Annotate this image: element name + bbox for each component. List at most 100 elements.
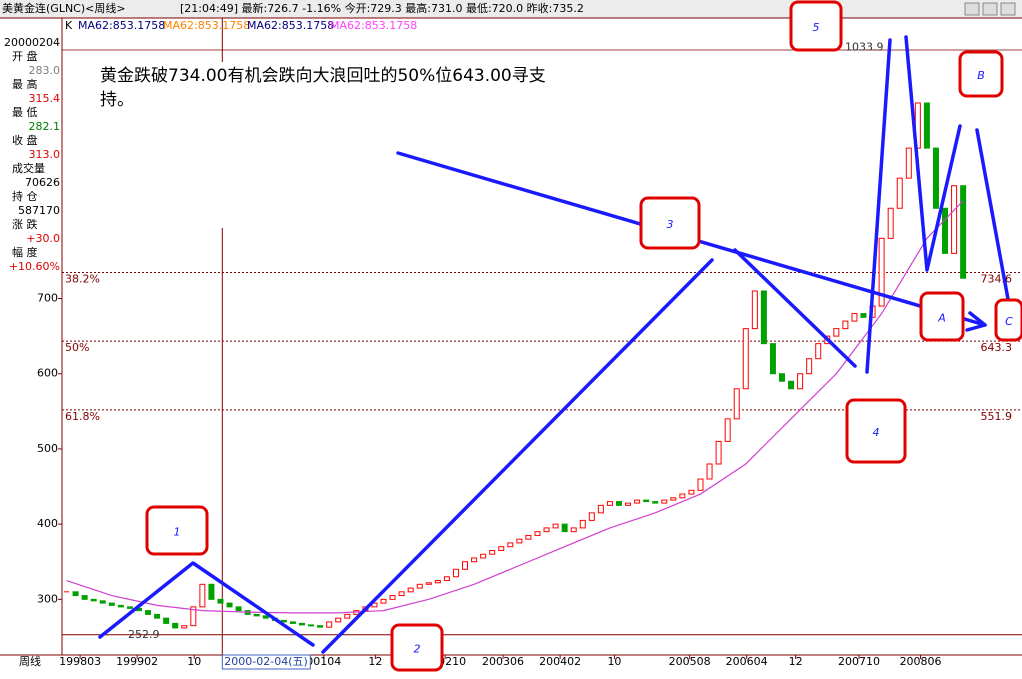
annotation-text: 黄金跌破734.00有机会跌向大浪回吐的50%位643.00寻支持。 bbox=[100, 66, 546, 110]
wave-label: 1 bbox=[174, 526, 181, 539]
x-tick-label: 12 bbox=[789, 655, 803, 668]
title-bar bbox=[0, 0, 1022, 18]
window-title: 美黄金连(GLNC)<周线> bbox=[2, 1, 126, 15]
wave-label: 5 bbox=[813, 21, 820, 34]
fib-label: 50% bbox=[65, 341, 89, 354]
candle bbox=[588, 512, 595, 521]
cursor-date: 2000-02-04(五) bbox=[224, 655, 308, 668]
ma-label: MA62:853.1758 bbox=[163, 19, 250, 32]
fib-value: 734.6 bbox=[981, 272, 1013, 285]
button[interactable] bbox=[982, 2, 998, 16]
x-tick-label: 200806 bbox=[900, 655, 942, 668]
candle bbox=[462, 561, 469, 570]
ma-label: MA62:853.1758 bbox=[78, 19, 165, 32]
candle bbox=[335, 617, 342, 623]
candle bbox=[905, 147, 912, 179]
wave-line bbox=[904, 35, 962, 272]
candle bbox=[452, 568, 459, 578]
candle bbox=[878, 237, 885, 307]
wave-label: 2 bbox=[414, 643, 421, 656]
info-label: 开 盘 bbox=[12, 49, 38, 63]
candle bbox=[507, 542, 514, 548]
candle bbox=[516, 538, 523, 544]
candle bbox=[960, 185, 967, 279]
button[interactable] bbox=[964, 2, 980, 16]
info-label: 最 高 bbox=[12, 77, 38, 91]
info-value: 283.0 bbox=[29, 64, 61, 77]
candle bbox=[280, 619, 287, 623]
candle bbox=[688, 489, 695, 495]
candle bbox=[842, 320, 849, 330]
button[interactable] bbox=[1000, 2, 1016, 16]
candle bbox=[208, 583, 215, 600]
info-label: 涨 跌 bbox=[12, 217, 38, 231]
candle bbox=[108, 602, 115, 606]
wave-box bbox=[789, 0, 843, 52]
candle bbox=[235, 606, 242, 612]
info-value: 70626 bbox=[25, 176, 60, 189]
candle bbox=[471, 557, 478, 563]
candle bbox=[253, 613, 260, 617]
candle bbox=[625, 502, 632, 506]
info-value: 313.0 bbox=[29, 148, 61, 161]
candle bbox=[226, 602, 233, 608]
candle bbox=[679, 493, 686, 499]
wave-box bbox=[639, 196, 701, 250]
candle bbox=[126, 606, 133, 609]
wave-box bbox=[958, 50, 1004, 98]
wave-box bbox=[845, 398, 907, 464]
candle bbox=[217, 598, 224, 604]
candle bbox=[615, 501, 622, 506]
cursor-date-box bbox=[221, 654, 311, 670]
candle bbox=[652, 501, 659, 504]
y-tick-label: 500 bbox=[37, 442, 58, 455]
candle bbox=[262, 615, 269, 619]
annotation: 黄金跌破734.00有机会跌向大浪回吐的50%位643.00寻支持。 bbox=[100, 66, 546, 110]
x-tick-label: 200710 bbox=[838, 655, 880, 668]
candle bbox=[896, 177, 903, 209]
info-label: 收 盘 bbox=[12, 133, 38, 147]
candle bbox=[317, 625, 324, 628]
wave-box bbox=[390, 623, 444, 672]
candle bbox=[525, 534, 532, 540]
candle bbox=[634, 499, 641, 504]
candle bbox=[788, 380, 795, 390]
x-axis-label: 周线 bbox=[19, 654, 41, 668]
wave-box bbox=[145, 505, 209, 556]
candle bbox=[190, 606, 197, 627]
x-tick-label: 199803 bbox=[59, 655, 101, 668]
ma-label: MA62:853.1758 bbox=[330, 19, 417, 32]
candle bbox=[779, 373, 785, 382]
wave-box bbox=[994, 298, 1022, 342]
wave-line bbox=[98, 561, 315, 647]
candle bbox=[299, 622, 305, 626]
candle bbox=[833, 328, 840, 337]
quote-status: [21:04:49] 最新:726.7 -1.16% 今开:729.3 最高:7… bbox=[180, 1, 584, 15]
x-tick-label: 10 bbox=[607, 655, 621, 668]
candle bbox=[199, 583, 206, 608]
fib-value: 551.9 bbox=[981, 410, 1013, 423]
wave-label: 4 bbox=[873, 426, 880, 439]
wave-label: C bbox=[1005, 315, 1013, 328]
candle bbox=[606, 501, 613, 506]
candle bbox=[163, 617, 170, 624]
info-label: 最 低 bbox=[12, 106, 38, 119]
low-label: 252.9 bbox=[128, 628, 160, 641]
info-label: 持 仓 bbox=[12, 189, 38, 203]
candle bbox=[99, 600, 106, 604]
info-value: 315.4 bbox=[29, 92, 61, 105]
x-tick-label: 00104 bbox=[306, 655, 341, 668]
candle bbox=[81, 595, 88, 600]
y-tick-label: 400 bbox=[37, 517, 58, 530]
x-tick-label: 12 bbox=[368, 655, 382, 668]
candle bbox=[425, 582, 432, 585]
candle bbox=[769, 343, 776, 375]
candle bbox=[326, 621, 333, 628]
wave-label: 3 bbox=[667, 218, 674, 231]
info-value: +10.60% bbox=[9, 260, 60, 273]
wave-line bbox=[321, 258, 714, 654]
candle bbox=[923, 102, 930, 149]
fib-value: 643.3 bbox=[981, 341, 1013, 354]
info-value: 20000204 bbox=[4, 36, 60, 49]
